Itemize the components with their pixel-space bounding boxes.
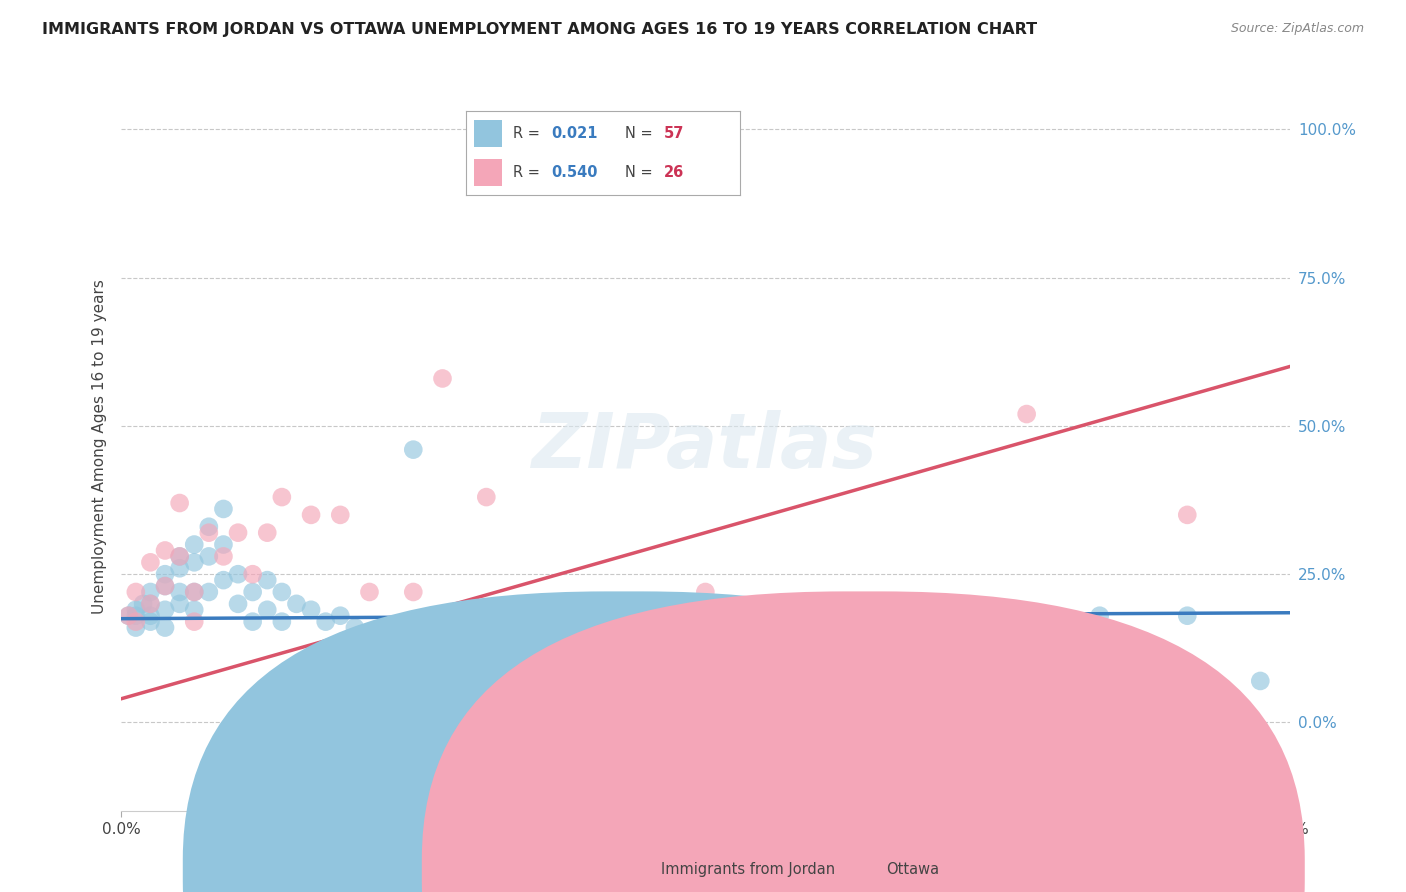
Point <box>183 603 205 617</box>
Point <box>169 496 191 510</box>
Point <box>256 573 278 587</box>
Point <box>475 490 498 504</box>
Point <box>132 597 155 611</box>
Text: Source: ZipAtlas.com: Source: ZipAtlas.com <box>1230 22 1364 36</box>
Point <box>1088 608 1111 623</box>
Point <box>432 626 454 640</box>
Point <box>256 525 278 540</box>
Point <box>153 579 176 593</box>
Point <box>198 585 221 599</box>
Point <box>125 608 148 623</box>
Point <box>125 585 148 599</box>
Point <box>183 537 205 551</box>
Text: ZIPatlas: ZIPatlas <box>533 409 879 483</box>
Point <box>695 585 717 599</box>
Text: IMMIGRANTS FROM JORDAN VS OTTAWA UNEMPLOYMENT AMONG AGES 16 TO 19 YEARS CORRELAT: IMMIGRANTS FROM JORDAN VS OTTAWA UNEMPLO… <box>42 22 1038 37</box>
Y-axis label: Unemployment Among Ages 16 to 19 years: Unemployment Among Ages 16 to 19 years <box>93 279 107 614</box>
Point <box>153 603 176 617</box>
Point <box>139 585 162 599</box>
Point <box>212 549 235 564</box>
Point <box>242 585 264 599</box>
Point <box>117 608 139 623</box>
Point <box>343 621 366 635</box>
Point <box>796 668 818 682</box>
Point <box>139 597 162 611</box>
Point <box>153 567 176 582</box>
Point <box>242 567 264 582</box>
Point <box>329 608 352 623</box>
Point <box>432 371 454 385</box>
Point <box>1175 508 1198 522</box>
Point <box>198 525 221 540</box>
Point <box>285 597 308 611</box>
Point <box>117 608 139 623</box>
Point <box>169 561 191 575</box>
Point <box>548 632 571 647</box>
Point <box>402 442 425 457</box>
Point <box>489 639 512 653</box>
Point <box>942 608 965 623</box>
Point <box>270 615 292 629</box>
Point <box>665 656 688 670</box>
Point <box>183 615 205 629</box>
Point <box>212 573 235 587</box>
Point <box>329 508 352 522</box>
Point <box>125 615 148 629</box>
Point <box>359 585 381 599</box>
Point <box>183 555 205 569</box>
Point <box>256 603 278 617</box>
Point <box>198 520 221 534</box>
Point <box>139 555 162 569</box>
Point <box>723 662 745 676</box>
Point <box>212 537 235 551</box>
Point <box>1015 407 1038 421</box>
Point <box>460 632 482 647</box>
Point <box>139 608 162 623</box>
Point <box>242 615 264 629</box>
Point <box>139 597 162 611</box>
Point <box>125 621 148 635</box>
Point <box>226 597 249 611</box>
Point <box>153 543 176 558</box>
Point <box>169 597 191 611</box>
Point <box>226 525 249 540</box>
Point <box>169 549 191 564</box>
Point <box>270 490 292 504</box>
Point <box>198 549 221 564</box>
Point <box>359 626 381 640</box>
Point <box>153 621 176 635</box>
Point <box>169 585 191 599</box>
Point <box>299 603 322 617</box>
Point <box>212 502 235 516</box>
Point <box>153 579 176 593</box>
Point <box>315 615 337 629</box>
Text: Ottawa: Ottawa <box>886 863 939 877</box>
Point <box>169 549 191 564</box>
Point <box>299 508 322 522</box>
Point <box>183 585 205 599</box>
Point <box>373 632 395 647</box>
Point <box>869 608 891 623</box>
Point <box>226 567 249 582</box>
Point <box>270 585 292 599</box>
Point <box>1015 673 1038 688</box>
Point <box>139 615 162 629</box>
Text: Immigrants from Jordan: Immigrants from Jordan <box>661 863 835 877</box>
Point <box>1175 608 1198 623</box>
Point <box>183 585 205 599</box>
Point <box>1249 673 1271 688</box>
Point <box>592 656 614 670</box>
Point <box>125 603 148 617</box>
Point <box>402 585 425 599</box>
